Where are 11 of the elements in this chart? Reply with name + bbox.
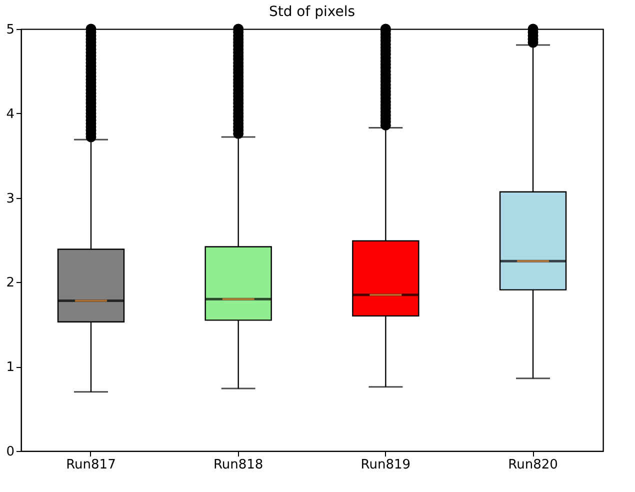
x-tick-label: Run818 [213, 458, 264, 472]
y-tick-label: 5 [6, 22, 14, 38]
y-tick-label: 2 [6, 276, 14, 291]
y-tick-label: 1 [6, 360, 14, 376]
x-tick-label: Run817 [66, 458, 116, 472]
y-tick-label: 3 [6, 191, 14, 206]
chart-title: Std of pixels [268, 4, 356, 20]
x-tick-label: Run819 [360, 458, 411, 472]
y-tick-label: 4 [6, 106, 14, 122]
y-tick-label: 0 [6, 444, 14, 460]
x-tick-label: Run820 [508, 458, 558, 472]
